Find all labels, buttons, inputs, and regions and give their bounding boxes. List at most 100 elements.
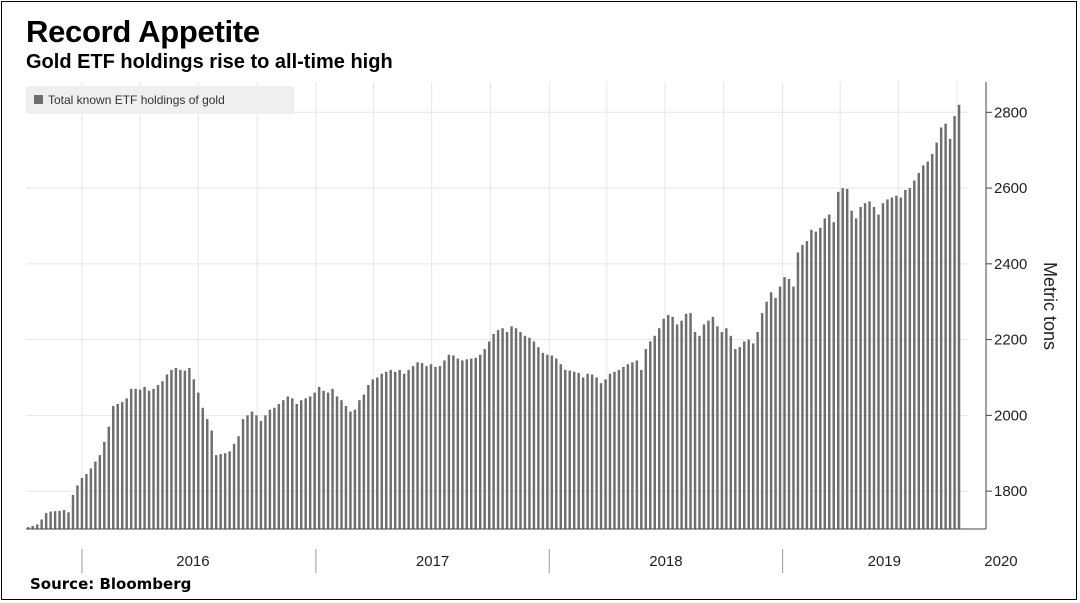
bar — [680, 320, 683, 529]
bar — [622, 366, 625, 529]
bar — [868, 201, 871, 529]
bar — [765, 301, 768, 529]
bar — [810, 229, 813, 530]
bar — [586, 373, 589, 529]
bar — [156, 385, 160, 529]
legend-background — [26, 86, 294, 114]
y-tick-label: 2200 — [994, 332, 1027, 349]
bar — [644, 349, 648, 529]
bar — [738, 347, 741, 529]
bar — [501, 328, 504, 529]
x-tick-label: 2019 — [868, 553, 901, 570]
bar — [617, 369, 621, 529]
bar — [223, 453, 227, 529]
bar — [930, 153, 934, 529]
bar — [608, 373, 612, 529]
bar — [684, 313, 688, 529]
bar — [716, 326, 719, 529]
bar — [174, 368, 178, 529]
bar — [850, 210, 853, 530]
bar — [568, 370, 571, 529]
bar — [796, 252, 800, 529]
bar — [304, 398, 307, 529]
bar — [402, 373, 406, 529]
bar — [291, 398, 294, 529]
bar — [273, 407, 276, 529]
bar — [416, 362, 419, 529]
bar — [877, 214, 880, 529]
bar — [550, 355, 554, 529]
bar — [510, 326, 513, 529]
bar — [899, 197, 903, 530]
bar — [819, 227, 822, 529]
bar — [264, 415, 267, 529]
x-tick-label: 2016 — [176, 553, 209, 570]
legend-swatch — [34, 95, 43, 104]
bar — [572, 371, 576, 529]
bar — [546, 354, 549, 529]
bar — [232, 443, 236, 529]
bar — [693, 332, 697, 529]
bars — [27, 104, 961, 530]
bar — [103, 441, 106, 529]
bar — [675, 324, 679, 529]
bar — [769, 292, 773, 529]
bar — [31, 525, 34, 529]
bar — [792, 286, 795, 529]
bar — [948, 138, 952, 529]
bar — [483, 349, 486, 529]
bar — [590, 374, 594, 529]
bar — [917, 172, 920, 530]
bar — [957, 104, 961, 529]
bar — [447, 354, 451, 529]
bar — [604, 379, 607, 529]
bar — [751, 343, 755, 529]
bar — [505, 332, 509, 529]
bar — [470, 358, 473, 529]
bar — [452, 355, 455, 529]
bar — [564, 369, 567, 529]
bar — [581, 377, 585, 529]
y-tick-label: 1800 — [994, 483, 1027, 500]
bar — [832, 222, 835, 529]
y-tick-label: 2800 — [994, 104, 1027, 121]
bar — [219, 453, 222, 529]
bar — [845, 188, 849, 529]
bar — [743, 341, 746, 529]
bar — [27, 527, 30, 529]
bar — [640, 369, 643, 529]
bar — [474, 357, 477, 529]
bar — [282, 400, 285, 529]
bar — [720, 332, 724, 529]
bar — [371, 379, 375, 529]
bar — [58, 510, 61, 529]
bar — [362, 394, 366, 529]
bar — [237, 436, 240, 529]
bar — [734, 349, 737, 529]
bar — [478, 354, 482, 529]
bar — [886, 199, 889, 529]
bar — [183, 370, 187, 529]
bar — [393, 371, 397, 529]
bar — [94, 461, 97, 529]
legend: Total known ETF holdings of gold — [26, 86, 294, 114]
bar — [953, 116, 956, 529]
bar — [210, 430, 213, 529]
bar — [358, 400, 361, 529]
bar — [317, 386, 321, 529]
bar — [881, 203, 885, 529]
bar — [241, 419, 245, 529]
bar — [188, 368, 191, 529]
bar — [214, 455, 218, 529]
bar — [277, 403, 281, 529]
bar — [367, 385, 370, 529]
bar — [308, 396, 312, 529]
bar — [828, 214, 831, 529]
bar — [666, 314, 670, 529]
bar — [152, 388, 155, 529]
bar — [255, 415, 258, 529]
bar — [89, 468, 93, 529]
bar — [559, 364, 562, 529]
bar — [528, 337, 531, 529]
bar — [725, 328, 728, 529]
